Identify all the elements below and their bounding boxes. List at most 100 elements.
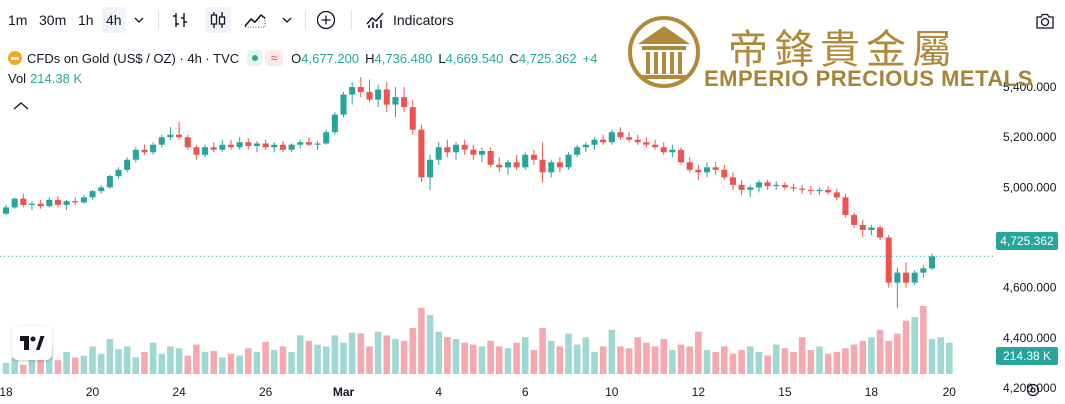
candle bbox=[461, 139, 468, 155]
volume-bar bbox=[106, 339, 114, 374]
area-style-icon[interactable] bbox=[242, 7, 268, 33]
volume-bar bbox=[859, 340, 867, 374]
close-key: C bbox=[509, 50, 519, 66]
candle-body bbox=[591, 139, 598, 145]
candle bbox=[539, 142, 546, 183]
timeframe-30m-button[interactable]: 30m bbox=[39, 12, 67, 28]
volume-bar bbox=[599, 346, 607, 374]
candle-body bbox=[271, 144, 278, 148]
volume-bar bbox=[452, 339, 460, 374]
candle bbox=[349, 82, 356, 105]
candle bbox=[314, 140, 321, 150]
volume-bar bbox=[504, 348, 512, 374]
candle bbox=[652, 139, 659, 150]
candle-body bbox=[487, 151, 494, 165]
timeframe-1h-button[interactable]: 1h bbox=[78, 12, 94, 28]
volume-bar bbox=[807, 350, 815, 374]
candle-body bbox=[928, 256, 936, 269]
volume-bar bbox=[296, 335, 304, 374]
candle-body bbox=[115, 169, 122, 177]
candle bbox=[643, 137, 650, 148]
chevron-down-icon[interactable] bbox=[126, 7, 152, 33]
volume-bar bbox=[348, 332, 356, 374]
candle bbox=[591, 137, 598, 150]
candle bbox=[721, 164, 728, 180]
candle-body bbox=[340, 94, 347, 115]
collapse-legend-icon[interactable] bbox=[10, 98, 32, 116]
price-tick-label: 5,200.000 bbox=[1003, 130, 1057, 144]
volume-bar bbox=[28, 353, 36, 374]
candle bbox=[522, 152, 529, 170]
volume-bar bbox=[530, 350, 538, 374]
candle bbox=[357, 77, 364, 98]
chevron-down-icon[interactable] bbox=[274, 7, 300, 33]
candle-body bbox=[807, 189, 814, 192]
candle-body bbox=[833, 192, 840, 198]
symbol-title[interactable]: CFDs on Gold (US$ / OZ) · 4h · TVC bbox=[27, 50, 240, 66]
volume-bar bbox=[487, 340, 494, 374]
volume-bar bbox=[210, 351, 217, 374]
volume-bar bbox=[305, 340, 313, 374]
candle bbox=[842, 193, 849, 218]
candle bbox=[80, 194, 87, 204]
candle-body bbox=[20, 198, 27, 205]
candle-body bbox=[617, 132, 624, 138]
volume-bar bbox=[608, 329, 616, 374]
volume-bar bbox=[738, 350, 745, 374]
candle-body bbox=[548, 162, 555, 173]
volume-bar bbox=[461, 342, 468, 374]
candle-style-icon[interactable] bbox=[205, 7, 231, 33]
candle-body bbox=[903, 272, 910, 283]
candle bbox=[427, 154, 434, 190]
candle-body bbox=[262, 143, 269, 148]
candle-body bbox=[132, 149, 139, 160]
volume-bar bbox=[625, 348, 633, 374]
camera-icon[interactable] bbox=[1034, 10, 1056, 32]
volume-bar bbox=[686, 346, 693, 374]
volume-bar bbox=[97, 353, 105, 374]
volume-bar bbox=[902, 320, 910, 374]
candle bbox=[695, 164, 702, 180]
candle-body bbox=[539, 159, 546, 173]
candle-body bbox=[427, 159, 434, 178]
volume-bar bbox=[660, 339, 668, 374]
market-status-badge[interactable]: ≈ bbox=[247, 50, 284, 66]
indicators-icon[interactable] bbox=[363, 7, 389, 33]
candle-body bbox=[401, 97, 408, 108]
volume-bar bbox=[885, 340, 893, 374]
volume-bar bbox=[876, 329, 884, 374]
high-key: H bbox=[365, 50, 375, 66]
bar-style-icon[interactable] bbox=[167, 7, 193, 33]
change-value: +4 bbox=[582, 50, 598, 66]
candle-body bbox=[686, 162, 693, 170]
settings-icon[interactable] bbox=[1026, 383, 1040, 397]
volume-bar bbox=[201, 351, 209, 374]
volume-bar bbox=[920, 305, 927, 374]
candle-body bbox=[712, 167, 719, 170]
candle-body bbox=[478, 151, 486, 155]
tradingview-logo[interactable] bbox=[12, 326, 52, 360]
candle-body bbox=[288, 144, 295, 150]
market-open-dot-icon bbox=[247, 50, 264, 66]
timeframe-4h-button[interactable]: 4h bbox=[102, 7, 126, 33]
indicators-button[interactable]: Indicators bbox=[393, 12, 454, 28]
volume-bars bbox=[2, 305, 953, 374]
volume-bar bbox=[521, 337, 529, 374]
candle bbox=[106, 174, 113, 189]
candle bbox=[496, 157, 503, 173]
time-axis[interactable]: 18 20 24 26 Mar 4 6 10 12 15 18 20 bbox=[0, 385, 956, 399]
compare-plus-icon[interactable] bbox=[313, 7, 339, 33]
candle-body bbox=[158, 137, 165, 145]
toolbar-divider bbox=[305, 10, 306, 30]
low-key: L bbox=[438, 50, 446, 66]
candle bbox=[150, 142, 157, 155]
candle-body bbox=[626, 137, 633, 140]
candle-body bbox=[678, 149, 685, 163]
date-tick-label: 4 bbox=[435, 385, 442, 399]
candle-body bbox=[721, 169, 728, 178]
candle bbox=[98, 184, 105, 194]
timeframe-1m-button[interactable]: 1m bbox=[8, 12, 28, 28]
volume-bar bbox=[850, 344, 858, 374]
candle-body bbox=[738, 184, 745, 190]
